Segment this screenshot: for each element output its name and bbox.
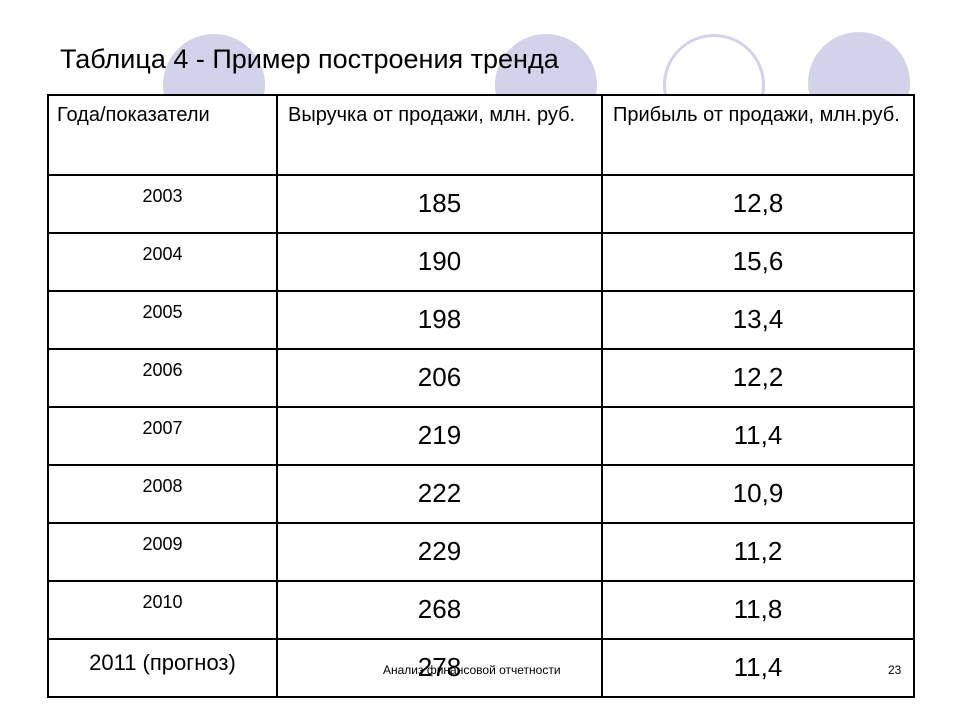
year-cell: 2010 (47, 580, 278, 640)
table-row-forecast: 2011 (прогноз) 278 11,4 (47, 638, 915, 698)
profit-cell: 11,2 (601, 522, 915, 582)
revenue-cell: 222 (276, 464, 603, 524)
year-cell: 2004 (47, 232, 278, 292)
profit-cell: 10,9 (601, 464, 915, 524)
table-row: 2006 206 12,2 (47, 348, 915, 408)
table-header-row: Года/показатели Выручка от продажи, млн.… (47, 94, 915, 176)
year-cell: 2006 (47, 348, 278, 408)
table-row: 2005 198 13,4 (47, 290, 915, 350)
table-row: 2008 222 10,9 (47, 464, 915, 524)
year-cell: 2009 (47, 522, 278, 582)
revenue-cell: 268 (276, 580, 603, 640)
slide-title: Таблица 4 - Пример построения тренда (60, 44, 559, 74)
trend-table: Года/показатели Выручка от продажи, млн.… (47, 94, 915, 698)
table-row: 2004 190 15,6 (47, 232, 915, 292)
table-row: 2009 229 11,2 (47, 522, 915, 582)
table-row: 2003 185 12,8 (47, 174, 915, 234)
year-cell: 2007 (47, 406, 278, 466)
year-cell: 2011 (прогноз) (47, 638, 278, 698)
column-header-revenue: Выручка от продажи, млн. руб. (276, 94, 603, 176)
year-cell: 2005 (47, 290, 278, 350)
profit-cell: 11,8 (601, 580, 915, 640)
revenue-cell: 219 (276, 406, 603, 466)
year-cell: 2003 (47, 174, 278, 234)
revenue-cell: 185 (276, 174, 603, 234)
table-row: 2010 268 11,8 (47, 580, 915, 640)
slide-footer: Анализ финансовой отчетности (383, 663, 561, 677)
profit-cell: 12,8 (601, 174, 915, 234)
profit-cell: 13,4 (601, 290, 915, 350)
profit-cell: 12,2 (601, 348, 915, 408)
revenue-cell: 278 (276, 638, 603, 698)
page-number: 23 (888, 663, 902, 677)
revenue-cell: 206 (276, 348, 603, 408)
revenue-cell: 198 (276, 290, 603, 350)
profit-cell: 11,4 (601, 406, 915, 466)
table-row: 2007 219 11,4 (47, 406, 915, 466)
column-header-year: Года/показатели (47, 94, 278, 176)
year-cell: 2008 (47, 464, 278, 524)
column-header-profit: Прибыль от продажи, млн.руб. (601, 94, 915, 176)
profit-cell: 15,6 (601, 232, 915, 292)
revenue-cell: 190 (276, 232, 603, 292)
profit-cell: 11,4 (601, 638, 915, 698)
revenue-cell: 229 (276, 522, 603, 582)
